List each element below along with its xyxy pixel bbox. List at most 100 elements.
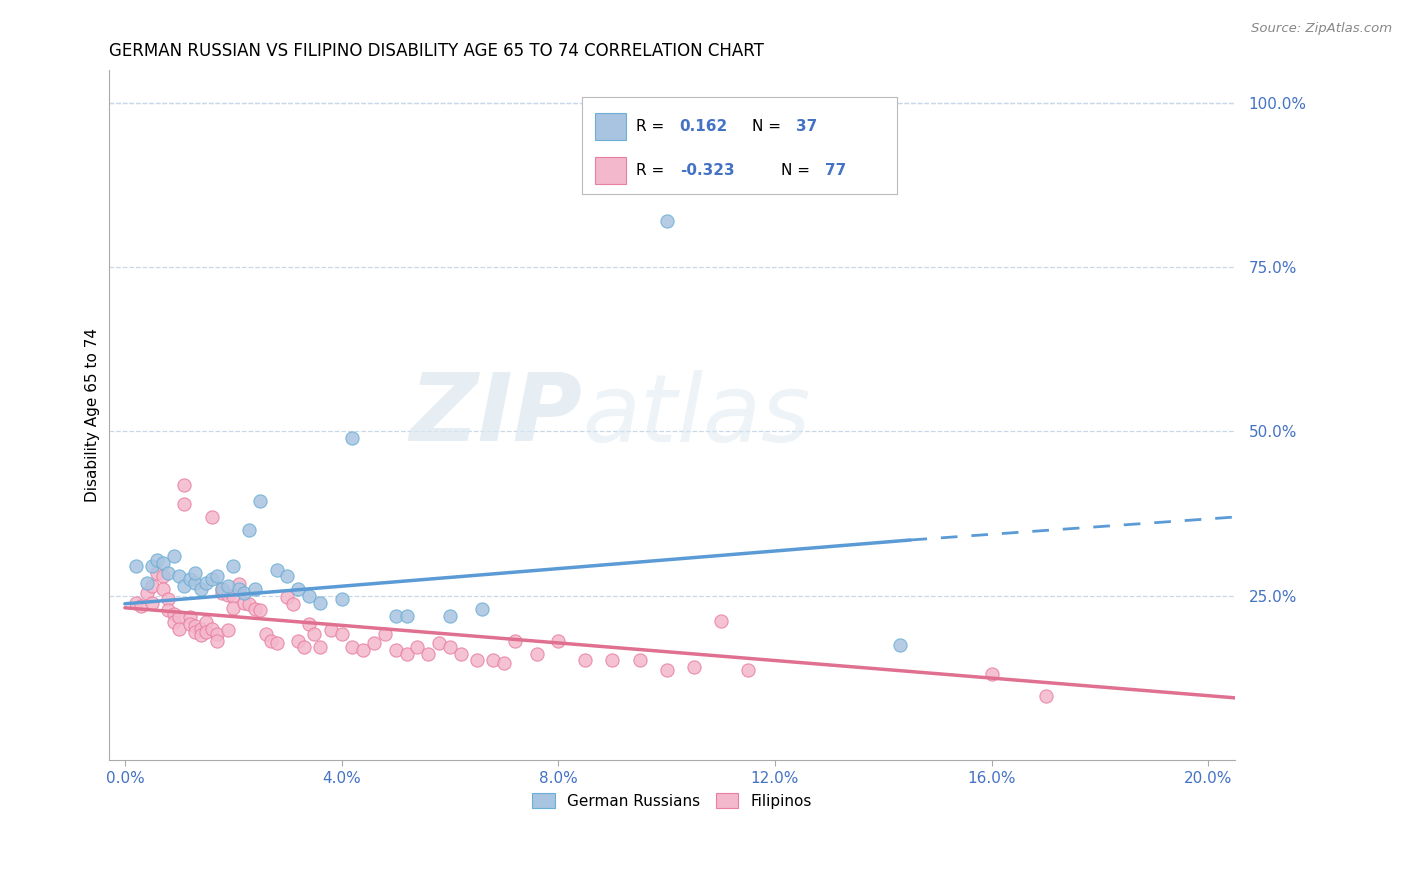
Text: GERMAN RUSSIAN VS FILIPINO DISABILITY AGE 65 TO 74 CORRELATION CHART: GERMAN RUSSIAN VS FILIPINO DISABILITY AG… — [108, 42, 763, 60]
Legend: German Russians, Filipinos: German Russians, Filipinos — [526, 787, 818, 815]
Point — [287, 633, 309, 648]
Point — [152, 569, 174, 583]
Point — [276, 591, 298, 605]
Point — [439, 640, 461, 655]
Point — [200, 622, 222, 636]
Point — [157, 566, 180, 580]
Point — [141, 559, 163, 574]
Point — [141, 579, 163, 593]
Point — [233, 585, 256, 599]
Point — [249, 603, 271, 617]
Point — [330, 592, 353, 607]
Point — [298, 616, 321, 631]
Point — [574, 653, 596, 667]
Point — [471, 602, 494, 616]
Point — [195, 575, 218, 590]
Point — [281, 597, 304, 611]
Text: atlas: atlas — [582, 369, 810, 460]
Point — [179, 616, 201, 631]
Point — [163, 549, 186, 564]
Point — [200, 573, 222, 587]
Point — [228, 577, 250, 591]
Point — [342, 431, 364, 445]
Point — [190, 622, 212, 636]
Point — [418, 647, 440, 661]
Point — [737, 663, 759, 677]
Point — [465, 653, 488, 667]
Point — [205, 627, 228, 641]
Point — [190, 628, 212, 642]
Point — [374, 627, 396, 641]
Point — [309, 640, 332, 655]
Point — [260, 633, 283, 648]
Point — [395, 608, 418, 623]
Text: ZIP: ZIP — [409, 369, 582, 461]
Point — [266, 563, 288, 577]
Point — [352, 643, 374, 657]
Point — [243, 582, 266, 597]
Point — [211, 582, 233, 597]
Point — [243, 602, 266, 616]
Point — [152, 582, 174, 597]
Point — [184, 575, 207, 590]
Point — [889, 638, 911, 652]
Point — [184, 566, 207, 580]
Point — [330, 627, 353, 641]
Point — [427, 636, 450, 650]
Point — [135, 585, 157, 599]
Point — [482, 653, 505, 667]
Point — [205, 569, 228, 583]
Text: Source: ZipAtlas.com: Source: ZipAtlas.com — [1251, 22, 1392, 36]
Point — [238, 597, 260, 611]
Point — [125, 595, 148, 609]
Point — [163, 615, 186, 630]
Point — [205, 633, 228, 648]
Point — [363, 636, 385, 650]
Point — [547, 633, 569, 648]
Point — [395, 647, 418, 661]
Point — [129, 599, 152, 613]
Point — [276, 569, 298, 583]
Point — [200, 510, 222, 524]
Point — [184, 618, 207, 632]
Point — [179, 610, 201, 624]
Point — [304, 627, 326, 641]
Point — [222, 589, 245, 603]
Point — [494, 656, 516, 670]
Point — [710, 614, 733, 628]
Point — [628, 653, 651, 667]
Point — [384, 643, 406, 657]
Point — [655, 214, 678, 228]
Point — [217, 623, 239, 637]
Point — [450, 647, 472, 661]
Point — [1035, 689, 1057, 703]
Point — [135, 575, 157, 590]
Point — [222, 600, 245, 615]
Point — [238, 523, 260, 537]
Point — [211, 585, 233, 599]
Point — [384, 608, 406, 623]
Point — [503, 633, 526, 648]
Point — [292, 640, 315, 655]
Point — [173, 478, 195, 492]
Point — [157, 592, 180, 607]
Point — [233, 595, 256, 609]
Y-axis label: Disability Age 65 to 74: Disability Age 65 to 74 — [86, 328, 100, 502]
Point — [195, 615, 218, 630]
Point — [342, 640, 364, 655]
Point — [141, 595, 163, 609]
Point — [167, 569, 190, 583]
Point — [254, 627, 277, 641]
Point — [184, 625, 207, 640]
Point — [298, 589, 321, 603]
Point — [602, 653, 624, 667]
Point — [980, 666, 1002, 681]
Point — [222, 559, 245, 574]
Point — [228, 582, 250, 597]
Point — [167, 610, 190, 624]
Point — [211, 582, 233, 597]
Point — [146, 566, 169, 580]
Point — [439, 608, 461, 623]
Point — [526, 647, 548, 661]
Point — [146, 553, 169, 567]
